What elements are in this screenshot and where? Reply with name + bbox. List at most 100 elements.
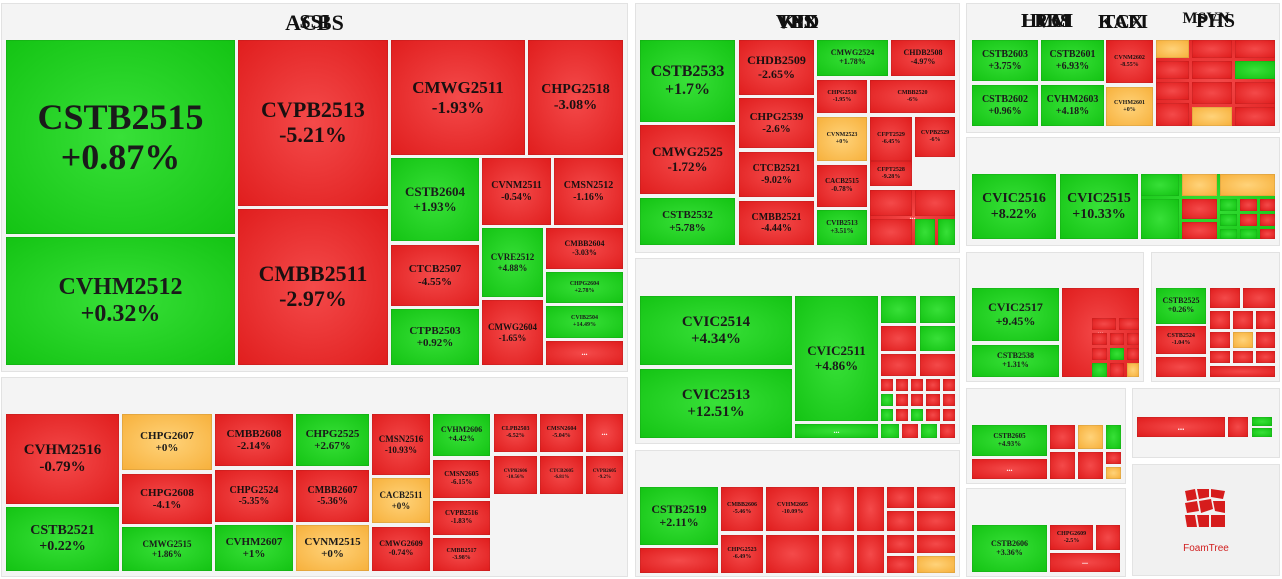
- tile-cmbb2606[interactable]: CMBB2606 -5.46%: [721, 487, 763, 531]
- tile-minor[interactable]: [1235, 40, 1275, 58]
- tile-cfpt2529[interactable]: CFPT2529 -6.45%: [870, 117, 912, 161]
- tile-cstb2538[interactable]: CSTB2538 +1.31%: [972, 345, 1059, 377]
- tile-cvic2516[interactable]: CVIC2516 +8.22%: [972, 174, 1056, 239]
- tile-minor[interactable]: [1156, 40, 1189, 58]
- tile-minor[interactable]: [1092, 333, 1107, 345]
- tile-minor[interactable]: [1252, 428, 1272, 437]
- tile-minor[interactable]: [1078, 452, 1103, 479]
- tile-minor[interactable]: [1096, 525, 1120, 550]
- tile-minor[interactable]: [1092, 348, 1107, 360]
- tile-minor[interactable]: [1182, 199, 1217, 219]
- tile-minor[interactable]: [1182, 222, 1217, 239]
- tile-minor[interactable]: [1092, 318, 1116, 330]
- tile-minor[interactable]: [1110, 333, 1124, 345]
- tile-minor[interactable]: [911, 379, 923, 391]
- tile-cvic2513[interactable]: CVIC2513 +12.51%: [640, 369, 792, 438]
- tile-minor[interactable]: [640, 548, 718, 573]
- tile-cstb2524[interactable]: CSTB2524 -1.04%: [1156, 326, 1206, 354]
- tile-cstb2525[interactable]: CSTB2525 +0.26%: [1156, 288, 1206, 324]
- tile-cstb2605[interactable]: CSTB2605 +4.93%: [972, 425, 1047, 456]
- tile-chpg2524[interactable]: CHPG2524 -5.35%: [215, 470, 293, 522]
- tile-cvpb2605[interactable]: CVPB2605 -9.2%: [586, 456, 623, 494]
- tile-cvpb2513[interactable]: CVPB2513 -5.21%: [238, 40, 388, 206]
- tile-cvhm2516[interactable]: CVHM2516 -0.79%: [6, 414, 119, 504]
- tile-minor[interactable]: [1156, 61, 1189, 79]
- tile-cmwg2524[interactable]: CMWG2524 +1.78%: [817, 40, 888, 76]
- tile-minor[interactable]: [887, 511, 914, 531]
- tile-minor[interactable]: [896, 409, 908, 421]
- tile-minor[interactable]: [1220, 174, 1275, 196]
- tile-minor[interactable]: [1210, 332, 1230, 348]
- tile-minor[interactable]: [896, 379, 908, 391]
- tile-cvhm2607[interactable]: CVHM2607 +1%: [215, 525, 293, 571]
- tile-minor[interactable]: [1256, 332, 1275, 348]
- tile-minor[interactable]: [881, 394, 893, 406]
- tile-cmwg2609[interactable]: CMWG2609 -0.74%: [372, 527, 430, 571]
- tile-minor[interactable]: [1233, 351, 1253, 363]
- tile-cvib2504[interactable]: CVIB2504 +14.49%: [546, 306, 623, 338]
- tile-more[interactable]: ...: [546, 341, 623, 365]
- tile-minor[interactable]: [766, 535, 819, 573]
- tile-minor[interactable]: [915, 190, 955, 216]
- tile-chdb2508[interactable]: CHDB2508 -4.97%: [891, 40, 955, 76]
- tile-chpg2607[interactable]: CHPG2607 +0%: [122, 414, 212, 470]
- tile-cstb2519[interactable]: CSTB2519 +2.11%: [640, 487, 718, 545]
- tile-minor[interactable]: [887, 487, 914, 508]
- tile-cstb2606[interactable]: CSTB2606 +3.36%: [972, 525, 1047, 572]
- tile-cmsn2605[interactable]: CMSN2605 -6.15%: [433, 460, 490, 498]
- tile-minor[interactable]: [881, 326, 916, 351]
- tile-cvnm2515[interactable]: CVNM2515 +0%: [296, 525, 369, 571]
- tile-minor[interactable]: [881, 409, 893, 421]
- tile-minor[interactable]: [881, 424, 899, 438]
- tile-minor[interactable]: [1220, 199, 1237, 211]
- tile-minor[interactable]: [1210, 366, 1275, 377]
- tile-minor[interactable]: [1210, 351, 1230, 363]
- tile-minor[interactable]: [1243, 288, 1275, 308]
- tile-cmbb2521[interactable]: CMBB2521 -4.44%: [739, 201, 814, 245]
- tile-minor[interactable]: [1110, 348, 1124, 360]
- tile-minor[interactable]: [1210, 288, 1240, 308]
- tile-minor[interactable]: [1127, 348, 1139, 360]
- tile-cvpb2606[interactable]: CVPB2606 -10.56%: [494, 456, 537, 494]
- tile-minor[interactable]: [917, 511, 955, 531]
- tile-minor[interactable]: [1078, 425, 1103, 449]
- tile-minor[interactable]: [887, 556, 914, 573]
- tile-minor[interactable]: [1127, 363, 1139, 377]
- tile-minor[interactable]: [896, 394, 908, 406]
- tile-minor[interactable]: [1233, 311, 1253, 329]
- tile-cmwg2515[interactable]: CMWG2515 +1.86%: [122, 527, 212, 571]
- tile-minor[interactable]: [920, 326, 955, 351]
- tile-more[interactable]: ...: [586, 414, 623, 452]
- tile-cstb2532[interactable]: CSTB2532 +5.78%: [640, 198, 735, 245]
- tile-cmwg2511[interactable]: CMWG2511 -1.93%: [391, 40, 525, 155]
- tile-minor[interactable]: [1092, 363, 1107, 377]
- tile-minor[interactable]: [857, 535, 884, 573]
- tile-minor[interactable]: [822, 535, 854, 573]
- tile-minor[interactable]: [1240, 199, 1257, 211]
- tile-minor[interactable]: [1182, 174, 1217, 196]
- tile-chpg2523[interactable]: CHPG2523 -6.49%: [721, 535, 763, 573]
- tile-more[interactable]: ...: [972, 459, 1047, 479]
- tile-cstb2521[interactable]: CSTB2521 +0.22%: [6, 507, 119, 571]
- tile-minor[interactable]: [940, 424, 955, 438]
- tile-chpg2609[interactable]: CHPG2609 -2.5%: [1050, 525, 1093, 550]
- tile-cstb2601[interactable]: CSTB2601 +6.93%: [1041, 40, 1104, 81]
- tile-minor[interactable]: [915, 219, 935, 245]
- tile-more[interactable]: ...: [1062, 288, 1139, 377]
- tile-cfpt2528[interactable]: CFPT2528 -9.28%: [870, 161, 912, 186]
- tile-cvnm2511[interactable]: CVNM2511 -0.54%: [482, 158, 551, 225]
- tile-cmbb2607[interactable]: CMBB2607 -5.36%: [296, 470, 369, 522]
- tile-minor[interactable]: [1192, 40, 1232, 58]
- tile-minor[interactable]: [1156, 103, 1189, 126]
- tile-minor[interactable]: [881, 379, 893, 391]
- tile-minor[interactable]: [1260, 229, 1275, 239]
- tile-minor[interactable]: [1050, 425, 1075, 449]
- tile-ctcb2521[interactable]: CTCB2521 -9.02%: [739, 152, 814, 197]
- tile-cvic2517[interactable]: CVIC2517 +9.45%: [972, 288, 1059, 341]
- tile-cmsn2512[interactable]: CMSN2512 -1.16%: [554, 158, 623, 225]
- tile-cmwg2604[interactable]: CMWG2604 -1.65%: [482, 300, 543, 365]
- tile-minor[interactable]: [1252, 417, 1272, 426]
- tile-minor[interactable]: [926, 379, 940, 391]
- tile-minor[interactable]: [1141, 174, 1179, 196]
- tile-minor[interactable]: [1050, 452, 1075, 479]
